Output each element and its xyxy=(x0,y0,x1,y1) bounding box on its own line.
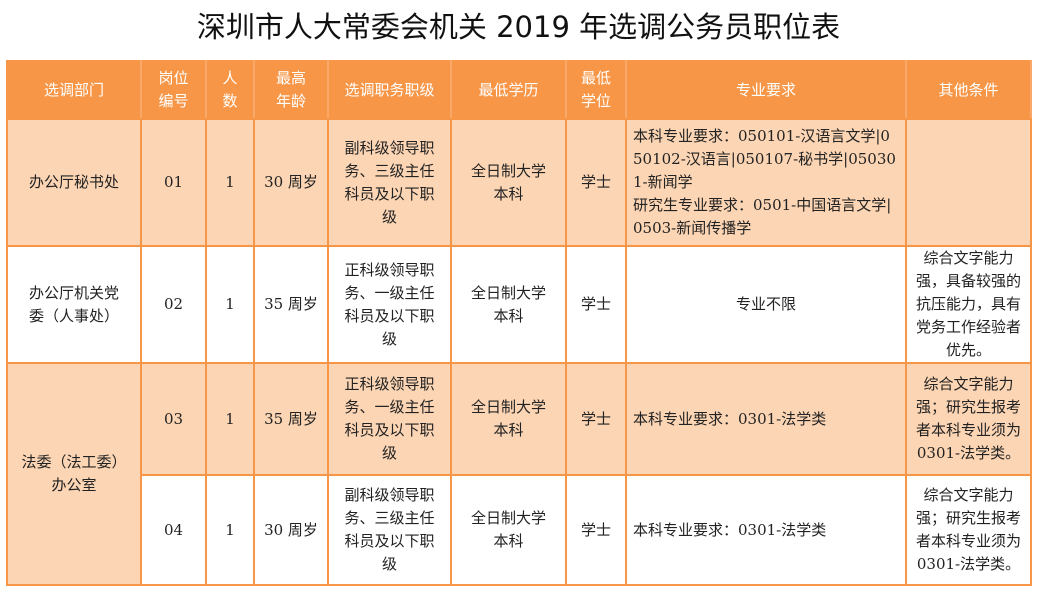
page-title: 深圳市人大常委会机关 2019 年选调公务员职位表 xyxy=(196,10,841,44)
major: 本科专业要求：050101-汉语言文学|050102-汉语言|050107-秘书… xyxy=(625,118,907,247)
header-dept: 选调部门 xyxy=(6,60,142,120)
count: 1 xyxy=(205,362,255,476)
table-row: 办公厅秘书处 01 1 30 周岁 副科级领导职务、三级主任科员及以下职级 全日… xyxy=(6,118,1032,247)
header-rank: 选调职务职级 xyxy=(327,60,452,120)
major: 本科专业要求：0301-法学类 xyxy=(625,362,907,476)
dept: 法委（法工委）办公室 xyxy=(6,362,142,586)
code: 02 xyxy=(140,245,207,364)
edu: 全日制大学本科 xyxy=(450,362,567,476)
code: 04 xyxy=(140,474,207,586)
dept: 办公厅机关党委（人事处） xyxy=(6,245,142,364)
code: 03 xyxy=(140,362,207,476)
edu: 全日制大学本科 xyxy=(450,474,567,586)
positions-table: 选调部门 岗位编号 人数 最高年龄 选调职务职级 最低学历 最低学位 专业要求 … xyxy=(6,60,1032,586)
other: 综合文字能力强；研究生报考者本科专业须为 0301-法学类。 xyxy=(905,474,1032,586)
degree: 学士 xyxy=(565,474,627,586)
header-count: 人数 xyxy=(205,60,255,120)
edu: 全日制大学本科 xyxy=(450,245,567,364)
count: 1 xyxy=(205,118,255,247)
header-code: 岗位编号 xyxy=(140,60,207,120)
header-edu: 最低学历 xyxy=(450,60,567,120)
table-row: 04 1 30 周岁 副科级领导职务、三级主任科员及以下职级 全日制大学本科 学… xyxy=(7,474,1032,586)
degree: 学士 xyxy=(565,362,627,476)
table-row: 办公厅机关党委（人事处） 02 1 35 周岁 正科级领导职务、一级主任科员及以… xyxy=(6,245,1032,364)
age: 30 周岁 xyxy=(253,474,329,586)
header-major: 专业要求 xyxy=(625,60,907,120)
rank: 副科级领导职务、三级主任科员及以下职级 xyxy=(327,474,452,586)
age: 30 周岁 xyxy=(253,118,329,247)
header-age: 最高年龄 xyxy=(253,60,329,120)
table-row: 法委（法工委）办公室 03 1 35 周岁 正科级领导职务、一级主任科员及以下职… xyxy=(6,362,1032,586)
other: 综合文字能力强；研究生报考者本科专业须为 0301-法学类。 xyxy=(905,362,1032,476)
other: 综合文字能力强，具备较强的抗压能力，具有党务工作经验者优先。 xyxy=(905,245,1032,364)
other xyxy=(905,118,1032,247)
code: 01 xyxy=(140,118,207,247)
major: 本科专业要求：0301-法学类 xyxy=(625,474,907,586)
rank: 正科级领导职务、一级主任科员及以下职级 xyxy=(327,245,452,364)
rank: 副科级领导职务、三级主任科员及以下职级 xyxy=(327,118,452,247)
age: 35 周岁 xyxy=(253,245,329,364)
age: 35 周岁 xyxy=(253,362,329,476)
degree: 学士 xyxy=(565,245,627,364)
table-header: 选调部门 岗位编号 人数 最高年龄 选调职务职级 最低学历 最低学位 专业要求 … xyxy=(6,60,1032,120)
edu: 全日制大学本科 xyxy=(450,118,567,247)
degree: 学士 xyxy=(565,118,627,247)
count: 1 xyxy=(205,245,255,364)
count: 1 xyxy=(205,474,255,586)
major: 专业不限 xyxy=(625,245,907,364)
rank: 正科级领导职务、一级主任科员及以下职级 xyxy=(327,362,452,476)
dept: 办公厅秘书处 xyxy=(6,118,142,247)
header-degree: 最低学位 xyxy=(565,60,627,120)
header-other: 其他条件 xyxy=(905,60,1032,120)
